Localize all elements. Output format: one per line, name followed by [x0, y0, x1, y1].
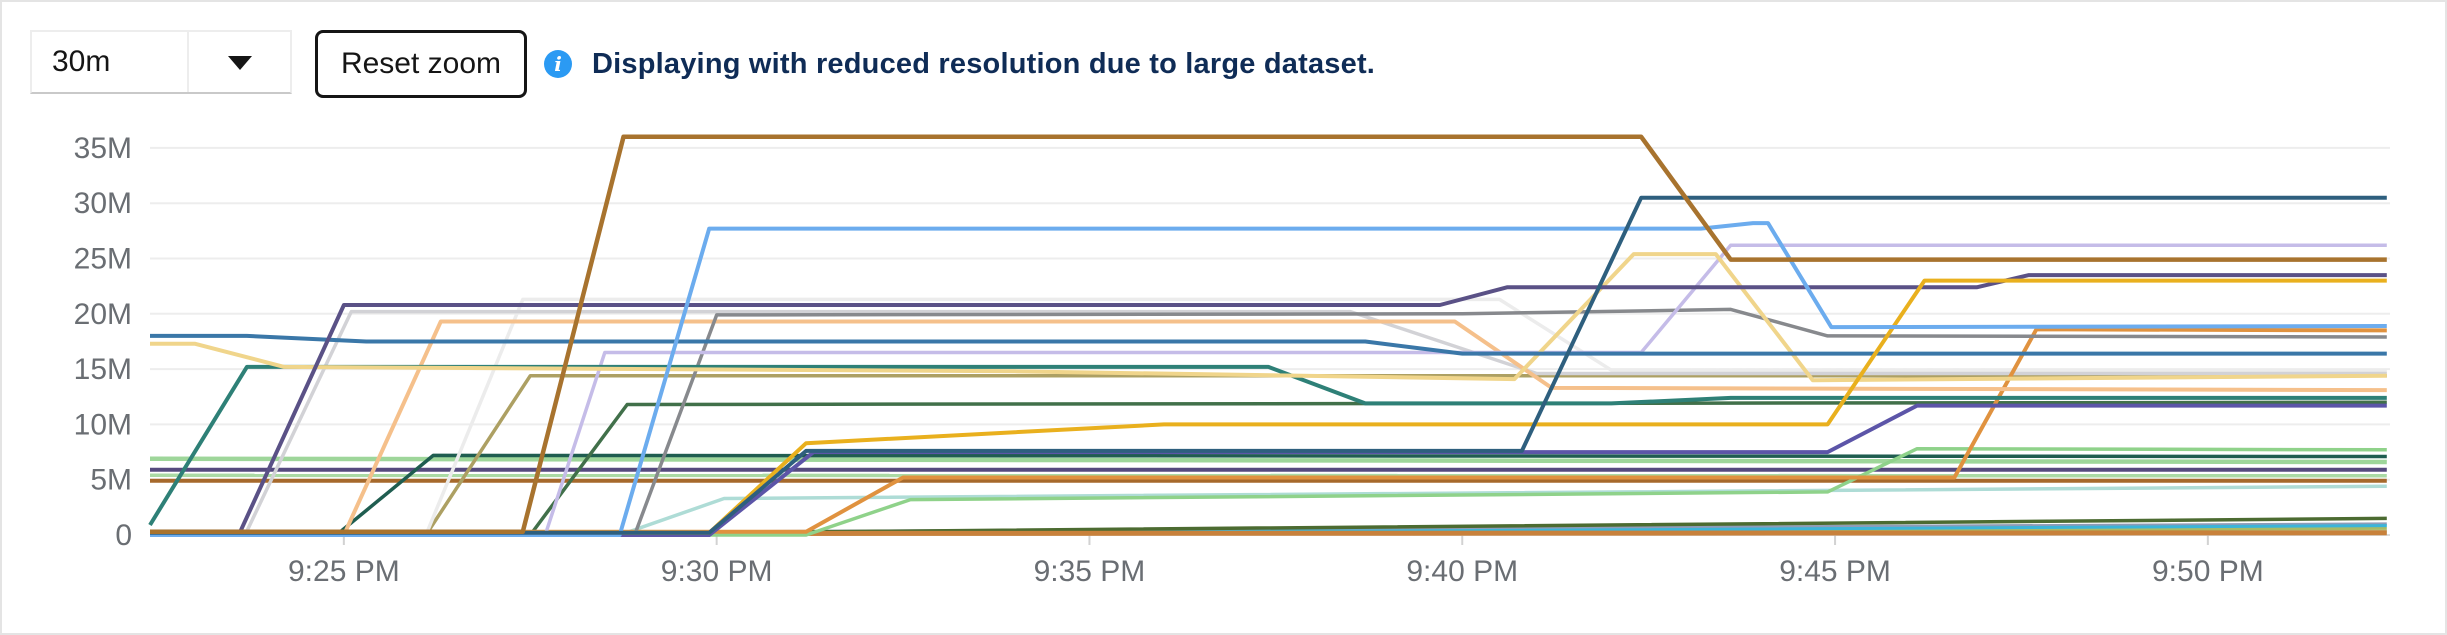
- series-line-wheat: [150, 252, 2387, 383]
- y-tick-label: 30M: [74, 187, 132, 220]
- x-tick-label: 9:35 PM: [1034, 555, 1146, 588]
- y-tick-label: 5M: [90, 464, 132, 497]
- x-tick-label: 9:50 PM: [2152, 555, 2264, 588]
- series-line-light-blue: [150, 221, 2387, 537]
- reduced-resolution-message: Displaying with reduced resolution due t…: [592, 47, 1376, 80]
- x-tick-label: 9:40 PM: [1406, 555, 1518, 588]
- y-tick-label: 25M: [74, 243, 132, 276]
- x-tick-label: 9:45 PM: [1779, 555, 1891, 588]
- select-divider: [187, 32, 189, 92]
- series-line-purple-slate: [150, 273, 2387, 536]
- chevron-down-icon: [228, 56, 252, 70]
- time-range-value: 30m: [52, 45, 111, 78]
- reduced-resolution-alert: i Displaying with reduced resolution due…: [544, 30, 1375, 98]
- time-range-select[interactable]: 30m: [30, 30, 292, 94]
- chart-toolbar: 30m Reset zoom i Displaying with reduced…: [2, 2, 2445, 102]
- y-tick-label: 0: [115, 519, 132, 552]
- series-line-light-green-mid: [149, 456, 2387, 465]
- y-tick-label: 20M: [74, 298, 132, 331]
- reset-zoom-button[interactable]: Reset zoom: [315, 30, 527, 98]
- x-tick-label: 9:30 PM: [661, 555, 773, 588]
- series-line-strong-orange: [150, 327, 2387, 534]
- x-tick-label: 9:25 PM: [288, 555, 400, 588]
- series-line-teal: [148, 364, 2387, 527]
- series-line-navy: [150, 195, 2387, 535]
- info-icon: i: [544, 50, 572, 78]
- series-line-brown-peak: [150, 134, 2387, 534]
- series-line-steel-blue: [150, 333, 2387, 356]
- y-tick-label: 15M: [74, 353, 132, 386]
- y-tick-label: 10M: [74, 408, 132, 441]
- y-tick-label: 35M: [74, 132, 132, 165]
